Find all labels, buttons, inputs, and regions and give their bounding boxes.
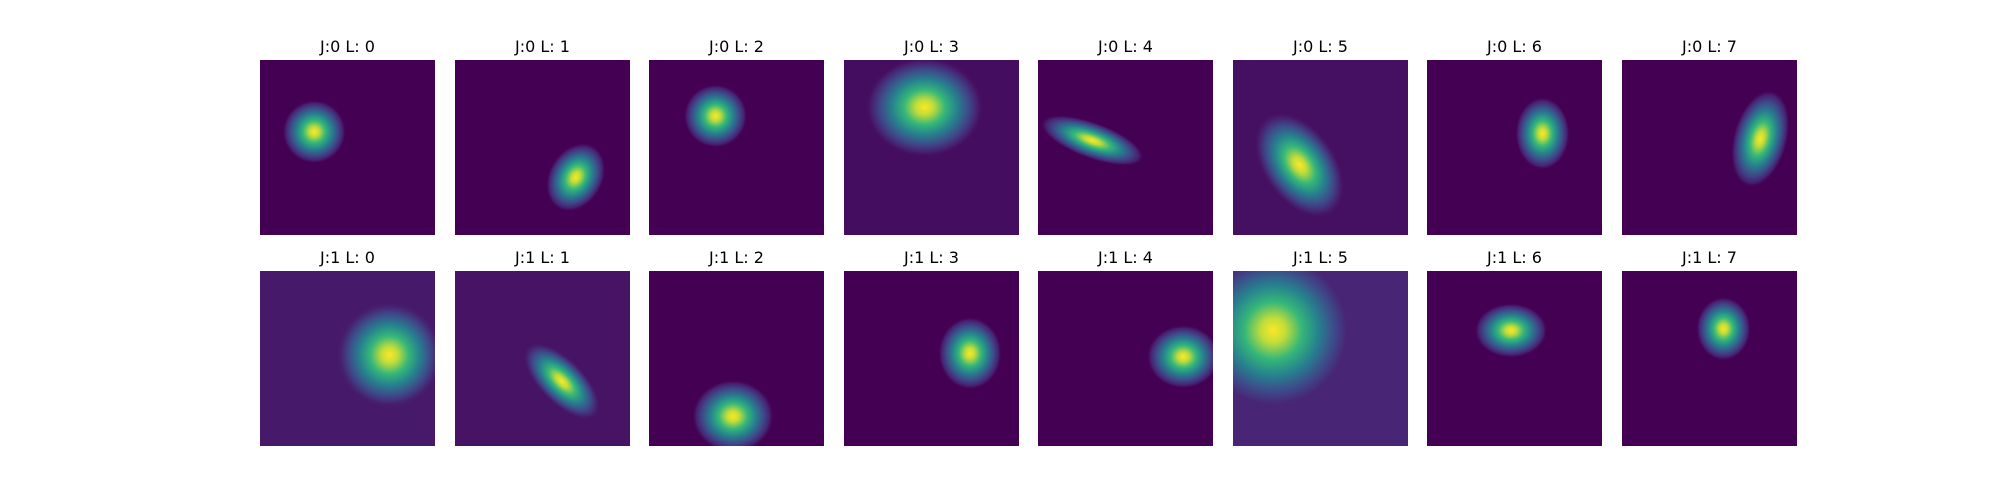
panel-4: J:0 L: 3 <box>844 37 1019 235</box>
panel-title: J:1 L: 2 <box>708 248 764 267</box>
panel-2: J:0 L: 1 <box>455 37 630 235</box>
heatmap-blob <box>1233 271 1356 413</box>
heatmap-blob <box>1040 115 1144 166</box>
heatmap-background <box>1622 271 1797 446</box>
heatmap-blob <box>1474 303 1548 358</box>
panel-title: J:0 L: 7 <box>1681 37 1737 56</box>
panel-9: J:1 L: 0 <box>260 248 435 446</box>
panel-title: J:1 L: 5 <box>1292 248 1348 267</box>
panel-5: J:0 L: 4 <box>1038 37 1213 235</box>
panel-title: J:0 L: 3 <box>903 37 959 56</box>
heatmap-background <box>260 60 435 235</box>
panel-11: J:1 L: 2 <box>649 248 824 446</box>
heatmap-background <box>1427 60 1602 235</box>
heatmap-blob <box>1730 89 1790 188</box>
heatmap-blob <box>545 142 606 212</box>
heatmap-blob <box>865 60 984 158</box>
panel-title: J:1 L: 0 <box>319 248 375 267</box>
panel-title: J:0 L: 5 <box>1292 37 1348 56</box>
panel-title: J:1 L: 3 <box>903 248 959 267</box>
panel-1: J:0 L: 0 <box>260 37 435 235</box>
panel-13: J:1 L: 4 <box>1038 248 1213 446</box>
heatmap-blob <box>1696 296 1751 361</box>
heatmap-background <box>649 60 824 235</box>
heatmap-blob <box>1515 97 1570 170</box>
panel-16: J:1 L: 7 <box>1622 248 1797 446</box>
panel-15: J:1 L: 6 <box>1427 248 1602 446</box>
panel-title: J:1 L: 7 <box>1681 248 1737 267</box>
heatmap-blob <box>334 300 435 410</box>
heatmap-blob <box>1254 112 1345 218</box>
heatmap-blob <box>522 342 601 421</box>
panel-title: J:0 L: 2 <box>708 37 764 56</box>
heatmap-background <box>1427 271 1602 446</box>
panel-title: J:0 L: 4 <box>1097 37 1153 56</box>
panel-8: J:0 L: 7 <box>1622 37 1797 235</box>
heatmap-blob <box>938 316 1002 390</box>
panel-10: J:1 L: 1 <box>455 248 630 446</box>
panel-title: J:0 L: 0 <box>319 37 375 56</box>
panel-12: J:1 L: 3 <box>844 248 1019 446</box>
heatmap-blob <box>1146 324 1213 389</box>
panel-3: J:0 L: 2 <box>649 37 824 235</box>
panel-14: J:1 L: 5 <box>1233 248 1408 446</box>
panel-title: J:1 L: 1 <box>514 248 570 267</box>
heatmap-blob <box>683 84 748 148</box>
panel-title: J:0 L: 6 <box>1486 37 1542 56</box>
heatmap-blob <box>692 379 774 446</box>
panel-title: J:0 L: 1 <box>514 37 570 56</box>
panel-title: J:1 L: 4 <box>1097 248 1153 267</box>
panel-7: J:0 L: 6 <box>1427 37 1602 235</box>
panel-title: J:1 L: 6 <box>1486 248 1542 267</box>
panels-group: J:0 L: 0 J:0 L: 1 J:0 L: 2 J:0 L: 3 J:0 L: 4… <box>260 37 1797 446</box>
panel-6: J:0 L: 5 <box>1233 37 1408 235</box>
heatmap-blob <box>282 99 347 164</box>
heatmap-background <box>455 60 630 235</box>
